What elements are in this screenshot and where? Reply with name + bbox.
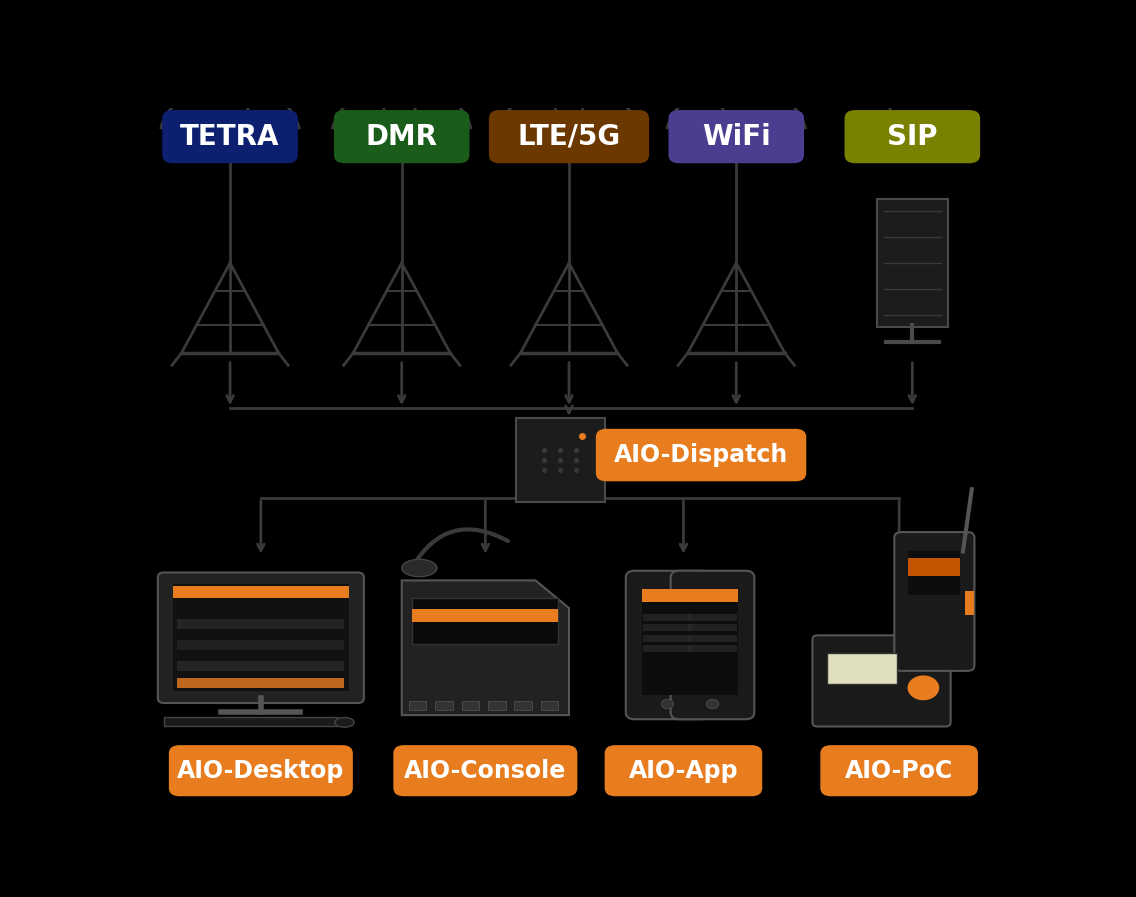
FancyBboxPatch shape (626, 570, 709, 719)
Text: LTE/5G: LTE/5G (517, 123, 620, 151)
Bar (173, 586, 349, 598)
FancyBboxPatch shape (596, 429, 807, 482)
FancyBboxPatch shape (162, 110, 298, 163)
Ellipse shape (335, 718, 354, 727)
Bar (688, 614, 737, 621)
Text: AIO-Desktop: AIO-Desktop (177, 759, 344, 783)
Bar (643, 635, 692, 641)
Bar (177, 661, 344, 671)
Text: AIO-Dispatch: AIO-Dispatch (613, 443, 788, 467)
Bar (909, 558, 960, 576)
Bar (643, 614, 692, 621)
Bar (173, 584, 349, 692)
Ellipse shape (402, 560, 437, 577)
Bar (688, 645, 737, 652)
Bar (412, 597, 559, 644)
Bar (177, 620, 344, 629)
Bar (688, 624, 737, 631)
FancyBboxPatch shape (334, 110, 469, 163)
Bar (515, 701, 532, 710)
FancyBboxPatch shape (812, 635, 951, 727)
Text: WiFi: WiFi (702, 123, 770, 151)
Text: AIO-PoC: AIO-PoC (845, 759, 953, 783)
Circle shape (707, 700, 719, 709)
Bar (541, 701, 559, 710)
Bar (686, 594, 738, 695)
FancyBboxPatch shape (393, 745, 577, 797)
FancyBboxPatch shape (604, 745, 762, 797)
Bar (643, 645, 692, 652)
Text: AIO-App: AIO-App (628, 759, 738, 783)
Bar (688, 635, 737, 641)
FancyBboxPatch shape (668, 110, 804, 163)
FancyBboxPatch shape (169, 745, 353, 797)
Bar (177, 640, 344, 649)
Bar (488, 701, 506, 710)
Bar (435, 701, 453, 710)
Circle shape (661, 700, 674, 709)
Circle shape (908, 675, 939, 701)
Bar (643, 624, 692, 631)
Bar (642, 589, 694, 602)
Text: DMR: DMR (366, 123, 437, 151)
Bar (164, 717, 339, 726)
Bar (909, 552, 960, 595)
FancyBboxPatch shape (670, 570, 754, 719)
Text: SIP: SIP (887, 123, 937, 151)
FancyBboxPatch shape (820, 745, 978, 797)
Bar (409, 701, 426, 710)
Text: AIO-Console: AIO-Console (404, 759, 567, 783)
FancyBboxPatch shape (516, 418, 604, 501)
FancyBboxPatch shape (488, 110, 649, 163)
Bar (461, 701, 479, 710)
FancyBboxPatch shape (894, 532, 975, 671)
FancyBboxPatch shape (158, 572, 364, 703)
Bar (412, 609, 559, 622)
Polygon shape (402, 580, 569, 715)
FancyBboxPatch shape (877, 199, 949, 327)
Bar (177, 678, 344, 688)
Text: TETRA: TETRA (181, 123, 279, 151)
Bar (827, 653, 896, 684)
FancyBboxPatch shape (844, 110, 980, 163)
Bar (964, 591, 974, 615)
Bar (642, 594, 694, 695)
Bar (686, 589, 738, 602)
